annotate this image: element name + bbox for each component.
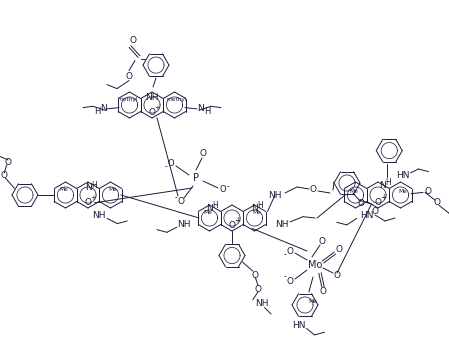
Text: Me: Me	[59, 187, 68, 192]
Text: O: O	[199, 149, 207, 157]
Text: -: -	[165, 163, 167, 172]
Text: H: H	[386, 178, 392, 187]
Text: Me: Me	[252, 210, 261, 215]
Text: O: O	[286, 247, 294, 256]
Text: NH: NH	[255, 299, 269, 308]
Text: +: +	[90, 194, 96, 201]
Text: O: O	[4, 158, 12, 167]
Text: -: -	[284, 272, 286, 282]
Text: O: O	[0, 171, 8, 180]
Text: O: O	[309, 186, 317, 194]
Text: H: H	[204, 107, 210, 116]
Text: -: -	[175, 193, 177, 202]
Text: N: N	[206, 204, 213, 213]
Text: +: +	[234, 216, 240, 225]
Text: H: H	[213, 201, 218, 210]
Text: H: H	[91, 181, 97, 190]
Text: -: -	[227, 182, 229, 191]
Text: N: N	[101, 104, 107, 114]
Text: +: +	[154, 105, 160, 110]
Text: O: O	[425, 187, 431, 196]
Text: NH: NH	[92, 211, 106, 220]
Text: N: N	[197, 104, 203, 114]
Text: O: O	[374, 198, 382, 206]
Text: HN: HN	[292, 321, 305, 330]
Text: O: O	[149, 108, 155, 117]
Text: N: N	[251, 204, 258, 213]
Text: NH: NH	[145, 93, 159, 102]
Text: O: O	[286, 276, 294, 285]
Text: HN: HN	[396, 171, 409, 180]
Text: O: O	[220, 186, 226, 194]
Text: O: O	[177, 198, 185, 206]
Text: O: O	[252, 271, 259, 280]
Text: O: O	[318, 237, 326, 246]
Text: NH: NH	[177, 220, 191, 229]
Text: Me: Me	[203, 210, 212, 215]
Text: N: N	[84, 183, 92, 192]
Text: Me: Me	[108, 187, 117, 192]
Text: -: -	[284, 250, 286, 260]
Text: Mo: Mo	[308, 260, 322, 270]
Text: O: O	[255, 285, 261, 294]
Text: O: O	[434, 198, 440, 207]
Text: P: P	[193, 173, 199, 183]
Text: O: O	[357, 199, 365, 208]
Text: methyl: methyl	[166, 97, 187, 102]
Text: O: O	[167, 158, 174, 167]
Text: Me: Me	[398, 189, 407, 193]
Text: +: +	[380, 193, 386, 202]
Text: H: H	[94, 107, 100, 116]
Text: O: O	[126, 72, 132, 81]
Text: O: O	[371, 206, 379, 215]
Text: methyl: methyl	[117, 97, 138, 102]
Text: Me: Me	[349, 189, 358, 193]
Text: H: H	[258, 201, 264, 210]
Text: O: O	[229, 221, 235, 230]
Text: O: O	[334, 271, 340, 280]
Text: N: N	[379, 181, 386, 190]
Text: HN: HN	[360, 211, 374, 220]
Text: NH: NH	[268, 190, 282, 200]
Text: O: O	[320, 287, 326, 296]
Text: O: O	[84, 198, 92, 206]
Text: O: O	[335, 245, 343, 253]
Text: Me: Me	[308, 299, 317, 304]
Text: NH: NH	[275, 220, 289, 229]
Text: O: O	[129, 36, 136, 45]
